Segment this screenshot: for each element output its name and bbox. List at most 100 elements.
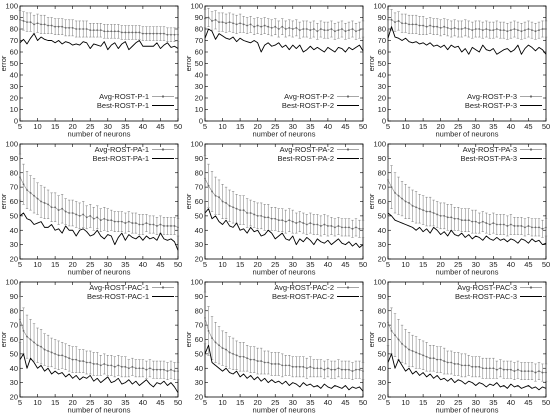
y-tick-label: 0 [382,117,386,126]
legend-marker [161,286,165,289]
data-point [141,367,144,370]
y-tick-label: 80 [10,25,18,34]
data-point [348,29,350,32]
data-point [242,23,245,26]
data-point [57,209,60,212]
data-point [513,225,516,227]
y-tick-label: 100 [373,2,386,11]
x-tick-label: 15 [236,398,244,407]
best-line [19,33,179,51]
y-tick-label: 100 [190,140,203,149]
x-tick-label: 35 [306,260,314,269]
data-point [330,225,333,227]
line-chart: 5 10 15 20 25 30 35 40 45 50 20 30 40 50 60 70 80 90 100 nu… [367,140,550,277]
data-point [75,28,78,30]
data-point [235,23,238,26]
data-point [362,28,364,30]
data-point [117,220,120,223]
data-point [534,30,537,33]
data-point [429,357,432,360]
data-point [390,186,393,189]
data-point [232,206,234,209]
data-point [298,220,301,223]
data-point [517,29,519,32]
x-tick-label: 10 [218,398,226,407]
data-point [173,225,176,227]
data-point [110,30,113,33]
data-point [362,227,364,230]
data-point [411,23,414,26]
data-point [152,368,155,371]
y-tick-label: 10 [378,105,386,114]
x-tick-label: 20 [436,122,444,131]
data-point [323,368,326,371]
data-point [422,354,425,357]
chart-panel: 5 10 15 20 25 30 35 40 45 50 20 30 40 50 60 70 80 90 100 nu… [184,276,367,414]
line-chart: 5 10 15 20 25 30 35 40 45 50010203040506070809010… [184,2,367,139]
data-point [408,348,410,351]
data-point [96,363,99,365]
best-line [204,28,364,53]
data-point [432,25,435,28]
y-tick-label: 80 [378,25,386,34]
y-tick-label: 100 [5,278,18,287]
y-tick-label: 30 [10,240,18,249]
data-point [337,29,340,32]
y-axis-label: error [0,193,8,209]
data-point [305,28,308,30]
data-point [260,214,263,217]
data-point [485,222,488,224]
data-point [291,28,294,30]
data-point [425,210,428,213]
x-tick-label: 30 [289,260,297,269]
data-point [110,364,113,367]
data-point [85,28,88,30]
data-point [274,363,277,365]
data-point [127,220,130,223]
data-point [78,360,81,362]
data-point [221,21,224,23]
data-point [284,364,287,367]
data-point [71,212,74,214]
data-point [436,213,439,216]
data-point [432,357,435,360]
x-tick-label: 10 [401,260,409,269]
data-point [163,32,165,35]
x-tick-label: 45 [156,398,164,407]
legend-marker [161,148,165,151]
data-point [545,371,547,374]
data-point [302,222,305,224]
data-point [309,29,312,32]
data-point [54,352,57,355]
y-tick-label: 100 [5,2,18,11]
x-tick-label: 5 [18,122,22,131]
x-tick-label: 50 [359,260,367,269]
chart-panel: 5 10 15 20 25 30 35 40 45 50 20 30 40 50 60 70 80 90 100 nu… [367,276,550,414]
y-tick-label: 80 [10,306,18,315]
data-point [57,25,60,28]
x-tick-label: 10 [401,122,409,131]
data-point [242,355,245,358]
data-point [263,361,266,364]
data-point [422,209,425,212]
chart-panel: 5 10 15 20 25 30 35 40 45 50 20 30 40 50 60 70 80 90 100 nu… [184,138,367,277]
data-point [316,223,319,226]
x-axis-label: number of neurons [68,406,131,414]
x-tick-label: 30 [472,260,480,269]
data-point [218,344,220,347]
data-point [152,32,155,35]
y-tick-label: 60 [378,48,386,57]
data-point [124,365,127,368]
x-tick-label: 30 [289,398,297,407]
y-tick-label: 50 [378,59,386,68]
data-point [295,222,298,224]
data-point [538,29,540,32]
data-point [443,25,446,28]
x-tick-label: 45 [341,122,349,131]
y-tick-label: 50 [195,59,203,68]
x-tick-label: 45 [156,122,164,131]
y-tick-label: 40 [378,226,386,235]
x-tick-label: 15 [419,122,427,131]
x-tick-label: 45 [341,260,349,269]
y-tick-label: 20 [378,393,386,402]
